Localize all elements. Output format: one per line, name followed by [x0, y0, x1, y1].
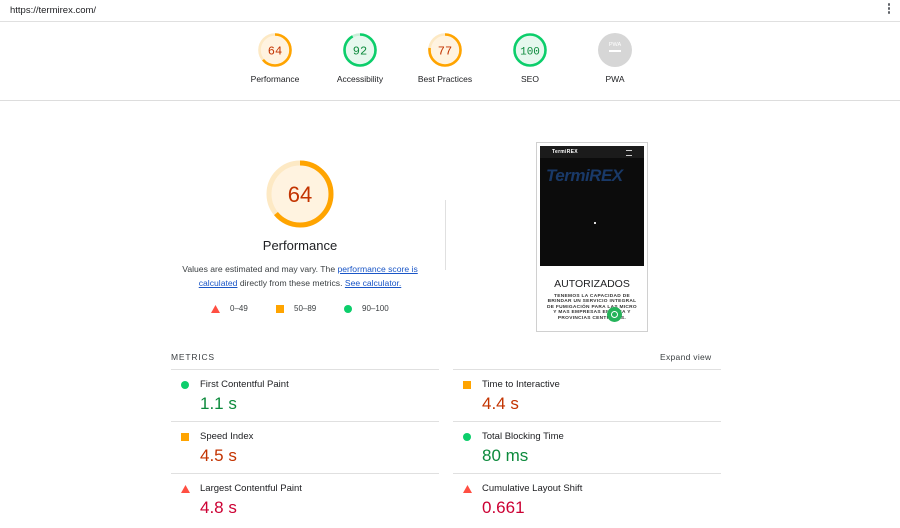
metric-cls: Cumulative Layout Shift 0.661: [453, 473, 721, 526]
metric-value: 0.661: [482, 498, 525, 517]
orange-square-icon: [276, 304, 284, 313]
expand-view-toggle[interactable]: Expand view: [660, 352, 712, 362]
gauge-best-practices-label: Best Practices: [417, 74, 473, 84]
vertical-divider: [445, 200, 446, 270]
metric-lcp: Largest Contentful Paint 4.8 s: [171, 473, 439, 526]
average-square-icon: [463, 381, 471, 389]
metric-value: 80 ms: [482, 446, 529, 465]
more-options-icon[interactable]: [886, 3, 892, 17]
fail-triangle-icon: [181, 485, 190, 493]
metric-label: Time to Interactive: [482, 379, 560, 390]
fail-triangle-icon: [463, 485, 472, 493]
performance-title: Performance: [262, 238, 338, 253]
legend-pass-range: 90–100: [362, 304, 389, 313]
metric-label: First Contentful Paint: [200, 379, 289, 390]
see-calculator-link[interactable]: See calculator.: [344, 278, 402, 288]
metric-value: 4.4 s: [482, 394, 519, 413]
performance-score: 64: [288, 182, 312, 207]
gauge-accessibility[interactable]: 92 Accessibility: [315, 32, 405, 84]
gauge-best-practices[interactable]: 77 Best Practices: [400, 32, 490, 84]
screenshot-hero: TermiREX TermiREX: [540, 146, 644, 266]
legend-fail: 0–49: [211, 304, 248, 313]
red-triangle-icon: [211, 304, 220, 313]
performance-score-link[interactable]: performance score is calculated: [198, 264, 418, 288]
gauge-seo[interactable]: 100 SEO: [485, 32, 575, 84]
gauge-seo-label: SEO: [521, 74, 539, 84]
screenshot-brand: TermiREX: [546, 166, 623, 185]
whatsapp-icon: [607, 307, 622, 322]
pwa-badge-icon: PWA: [598, 33, 632, 67]
metric-label: Largest Contentful Paint: [200, 483, 302, 494]
legend-pass: 90–100: [344, 304, 389, 313]
gauge-best-practices-ring: 77: [428, 33, 462, 67]
category-gauges: 64 Performance 92 Accessibility 77 Best …: [0, 22, 900, 101]
performance-gauge: 64: [266, 160, 334, 228]
desc-prefix: Values are estimated and may vary. The: [182, 264, 338, 274]
metric-label: Total Blocking Time: [482, 431, 564, 442]
gauge-seo-score: 100: [520, 47, 540, 59]
metric-label: Cumulative Layout Shift: [482, 483, 583, 494]
pass-circle-icon: [463, 433, 471, 441]
metric-value: 4.5 s: [200, 446, 237, 465]
green-circle-icon: [344, 304, 352, 313]
legend-average: 50–89: [276, 304, 316, 313]
gauge-pwa-label: PWA: [605, 74, 625, 84]
screenshot-body: TENEMOS LA CAPACIDAD DE BRINDAR UN SERVI…: [547, 294, 637, 321]
metric-label: Speed Index: [200, 431, 254, 442]
gauge-seo-ring: 100: [513, 33, 547, 67]
final-screenshot[interactable]: TermiREX TermiREX AUTORIZADOS TENEMOS LA…: [536, 142, 648, 332]
desc-mid: directly from these metrics.: [237, 278, 345, 288]
metric-value: 1.1 s: [200, 394, 237, 413]
browser-bar: https://termirex.com/: [0, 0, 900, 22]
gauge-pwa[interactable]: PWA PWA: [570, 32, 660, 84]
gauge-accessibility-score: 92: [353, 45, 367, 59]
gauge-performance-score: 64: [268, 45, 282, 59]
metric-tti: Time to Interactive 4.4 s: [453, 369, 721, 422]
gauge-performance-label: Performance: [250, 74, 300, 84]
screenshot-headline: AUTORIZADOS: [554, 278, 630, 290]
gauge-performance[interactable]: 64 Performance: [230, 32, 320, 84]
gauge-performance-ring: 64: [258, 33, 292, 67]
screenshot-logo: TermiREX: [552, 149, 578, 155]
gauge-accessibility-ring: 92: [343, 33, 377, 67]
metric-value: 4.8 s: [200, 498, 237, 517]
url-text[interactable]: https://termirex.com/: [10, 5, 97, 16]
gauge-accessibility-label: Accessibility: [336, 74, 384, 84]
gauge-best-practices-score: 77: [438, 45, 452, 59]
metric-fcp: First Contentful Paint 1.1 s: [171, 369, 439, 422]
average-square-icon: [181, 433, 189, 441]
screenshot-navbar: TermiREX: [540, 146, 644, 158]
metric-tbt: Total Blocking Time 80 ms: [453, 421, 721, 474]
legend-fail-range: 0–49: [230, 304, 248, 313]
legend-average-range: 50–89: [294, 304, 317, 313]
pass-circle-icon: [181, 381, 189, 389]
metric-speed-index: Speed Index 4.5 s: [171, 421, 439, 474]
hamburger-icon: [626, 150, 632, 156]
metrics-heading: METRICS: [171, 352, 215, 362]
performance-description: Values are estimated and may vary. The p…: [170, 262, 430, 290]
pwa-badge-text: PWA: [609, 42, 622, 48]
screenshot-dot: [594, 222, 596, 224]
